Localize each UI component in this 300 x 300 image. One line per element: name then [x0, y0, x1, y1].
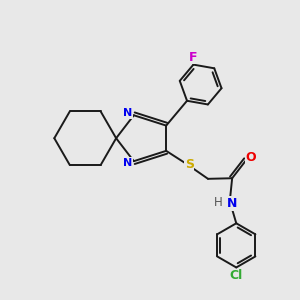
Text: H: H — [214, 196, 223, 209]
Text: Cl: Cl — [230, 269, 243, 282]
Text: S: S — [185, 158, 194, 171]
Text: N: N — [227, 197, 237, 210]
Text: N: N — [123, 158, 132, 168]
Text: O: O — [245, 151, 256, 164]
Text: F: F — [189, 51, 198, 64]
Text: N: N — [123, 109, 132, 118]
